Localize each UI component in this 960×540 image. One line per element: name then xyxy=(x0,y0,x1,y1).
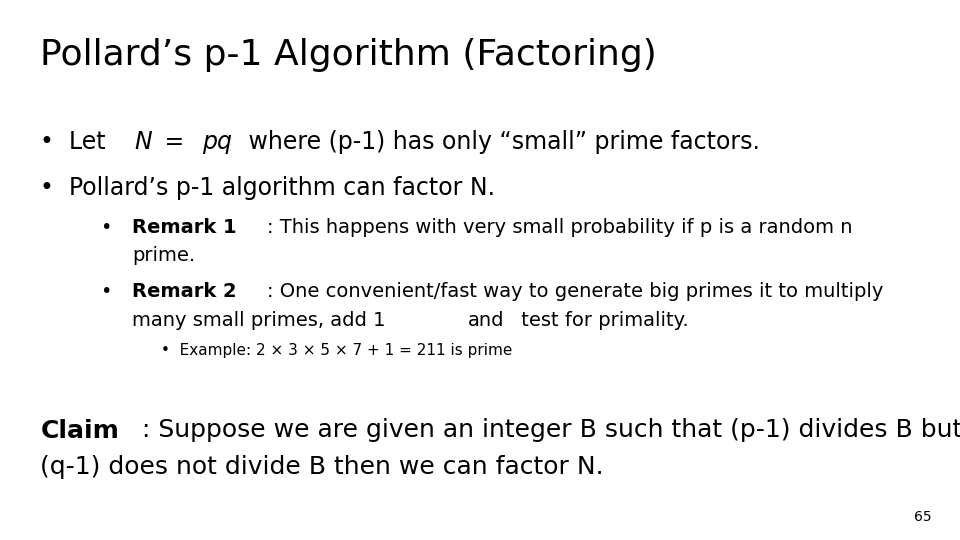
Text: : This happens with very small probability if p is a random n: : This happens with very small probabili… xyxy=(267,218,858,237)
Text: •  Let: • Let xyxy=(40,130,113,153)
Text: pq: pq xyxy=(203,130,232,153)
Text: prime.: prime. xyxy=(132,246,196,265)
Text: N: N xyxy=(134,130,153,153)
Text: Claim: Claim xyxy=(40,418,119,442)
Text: test for primality.: test for primality. xyxy=(515,310,688,329)
Text: 65: 65 xyxy=(914,510,931,524)
Text: •  Example: 2 × 3 × 5 × 7 + 1 = 211 is prime: • Example: 2 × 3 × 5 × 7 + 1 = 211 is pr… xyxy=(161,343,513,358)
Text: where (p-1) has only “small” prime factors.: where (p-1) has only “small” prime facto… xyxy=(241,130,760,153)
Text: : One convenient/fast way to generate big primes it to multiply: : One convenient/fast way to generate bi… xyxy=(267,282,883,301)
Text: •: • xyxy=(101,282,125,301)
Text: Remark 2: Remark 2 xyxy=(132,282,236,301)
Text: •: • xyxy=(101,218,125,237)
Text: (q-1) does not divide B then we can factor N.: (q-1) does not divide B then we can fact… xyxy=(40,455,604,478)
Text: =: = xyxy=(157,130,192,153)
Text: and: and xyxy=(468,310,504,329)
Text: many small primes, add 1: many small primes, add 1 xyxy=(132,310,393,329)
Text: Remark 1: Remark 1 xyxy=(132,218,236,237)
Text: •  Pollard’s p-1 algorithm can factor N.: • Pollard’s p-1 algorithm can factor N. xyxy=(40,176,495,199)
Text: : Suppose we are given an integer B such that (p-1) divides B but: : Suppose we are given an integer B such… xyxy=(142,418,960,442)
Text: Pollard’s p-1 Algorithm (Factoring): Pollard’s p-1 Algorithm (Factoring) xyxy=(40,38,657,72)
